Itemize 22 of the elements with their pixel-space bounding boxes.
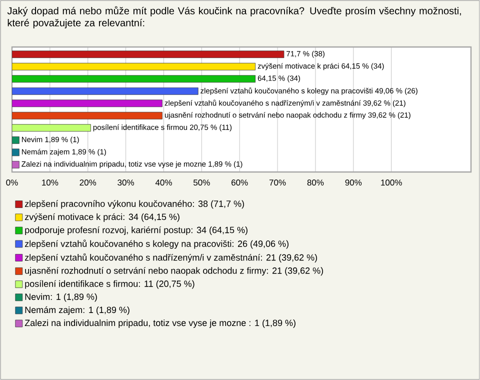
x-tick-label: 90% xyxy=(345,180,362,186)
x-tick-label: 100% xyxy=(381,180,402,186)
legend-label: zlepšení vztahů koučovaného s kolegy na pracovišti: 26 (49,06 %) xyxy=(24,240,288,249)
x-tick-label: 20% xyxy=(80,180,96,186)
x-tick-label: 10% xyxy=(42,180,58,186)
legend-label: zvýšení motivace k práci: 34 (64,15 %) xyxy=(24,213,180,222)
legend-label: posílení identifikace s firmou: 11 (20,75 %) xyxy=(25,280,194,289)
x-tick-label: 60% xyxy=(232,180,248,186)
legend-label: Nevim: 1 (1,89 %) xyxy=(25,293,97,302)
x-tick-label: 0% xyxy=(6,180,18,186)
legend-label: Zalezi na individualnim pripadu, totiz vse vyse je mozne : 1 (1,89 %) xyxy=(24,319,296,328)
x-tick-label: 50% xyxy=(194,180,210,186)
x-tick-label: 80% xyxy=(307,180,324,186)
x-tick-label: 30% xyxy=(118,180,134,186)
chart-title: Jaký dopad má nebo může mít podle Vás koučink na pracovníka? Uveďte prosím všechny možnosti, které považujete za relevantní: xyxy=(7,6,461,28)
legend-label: ujasnění rozhodnutí o setrvání nebo naopak odchodu z firmy: 21 (39,62 %) xyxy=(25,267,324,276)
x-tick-label: 40% xyxy=(155,180,172,186)
legend-label: podporuje profesní rozvoj, kariérní postup: 34 (64,15 %) xyxy=(25,226,248,235)
x-tick-label: 70% xyxy=(269,180,286,186)
legend-label: Nemám zajem: 1 (1,89 %) xyxy=(25,306,130,315)
legend-label: zlepšení vztahů koučovaného s nadřízeným/i v zaměstnání: 21 (39,62 %) xyxy=(24,253,318,262)
legend-label: zlepšení pracovního výkonu koučovaného: 38 (71,7 %) xyxy=(24,200,244,209)
